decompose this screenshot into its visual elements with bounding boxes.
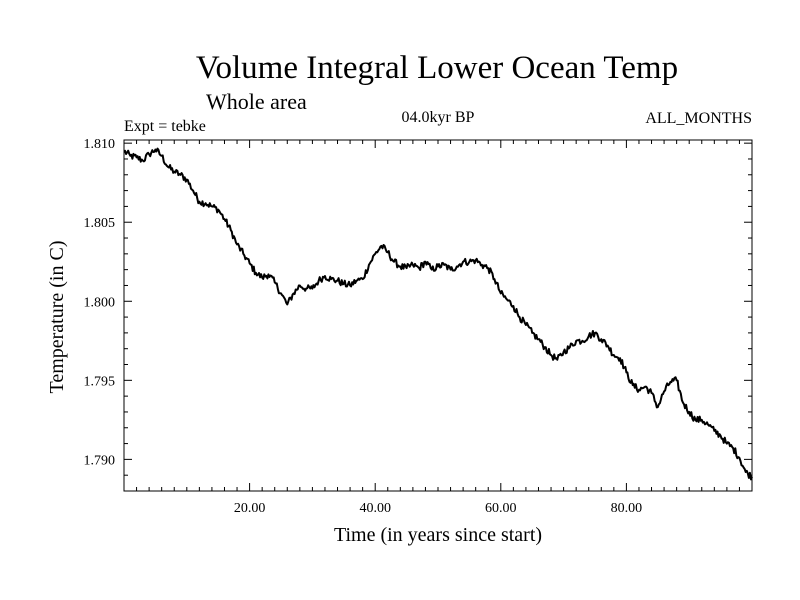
y-axis-ticks: 1.790 1.795 1.800 1.805 1.810 bbox=[84, 137, 752, 492]
x-tick-label: 40.00 bbox=[359, 501, 391, 516]
x-tick-label: 80.00 bbox=[611, 501, 643, 516]
x-tick-label: 60.00 bbox=[485, 501, 517, 516]
y-tick-label: 1.800 bbox=[84, 295, 116, 310]
chart-title: Volume Integral Lower Ocean Temp bbox=[196, 50, 678, 86]
y-tick-label: 1.810 bbox=[84, 137, 116, 152]
x-axis-label: Time (in years since start) bbox=[334, 524, 542, 546]
y-tick-label: 1.795 bbox=[84, 374, 116, 389]
data-series-line bbox=[123, 147, 753, 481]
x-tick-label: 20.00 bbox=[234, 501, 266, 516]
months-label: ALL_MONTHS bbox=[645, 110, 752, 127]
y-tick-label: 1.805 bbox=[84, 216, 116, 231]
period-label: 04.0kyr BP bbox=[402, 109, 475, 126]
x-axis-ticks: 20.00 40.00 60.00 80.00 bbox=[123, 140, 753, 516]
chart-subtitle: Whole area bbox=[206, 89, 307, 114]
y-axis-label: Temperature (in C) bbox=[46, 241, 68, 394]
expt-label: Expt = tebke bbox=[124, 118, 206, 135]
y-tick-label: 1.790 bbox=[84, 453, 116, 468]
plot-frame bbox=[123, 139, 753, 492]
